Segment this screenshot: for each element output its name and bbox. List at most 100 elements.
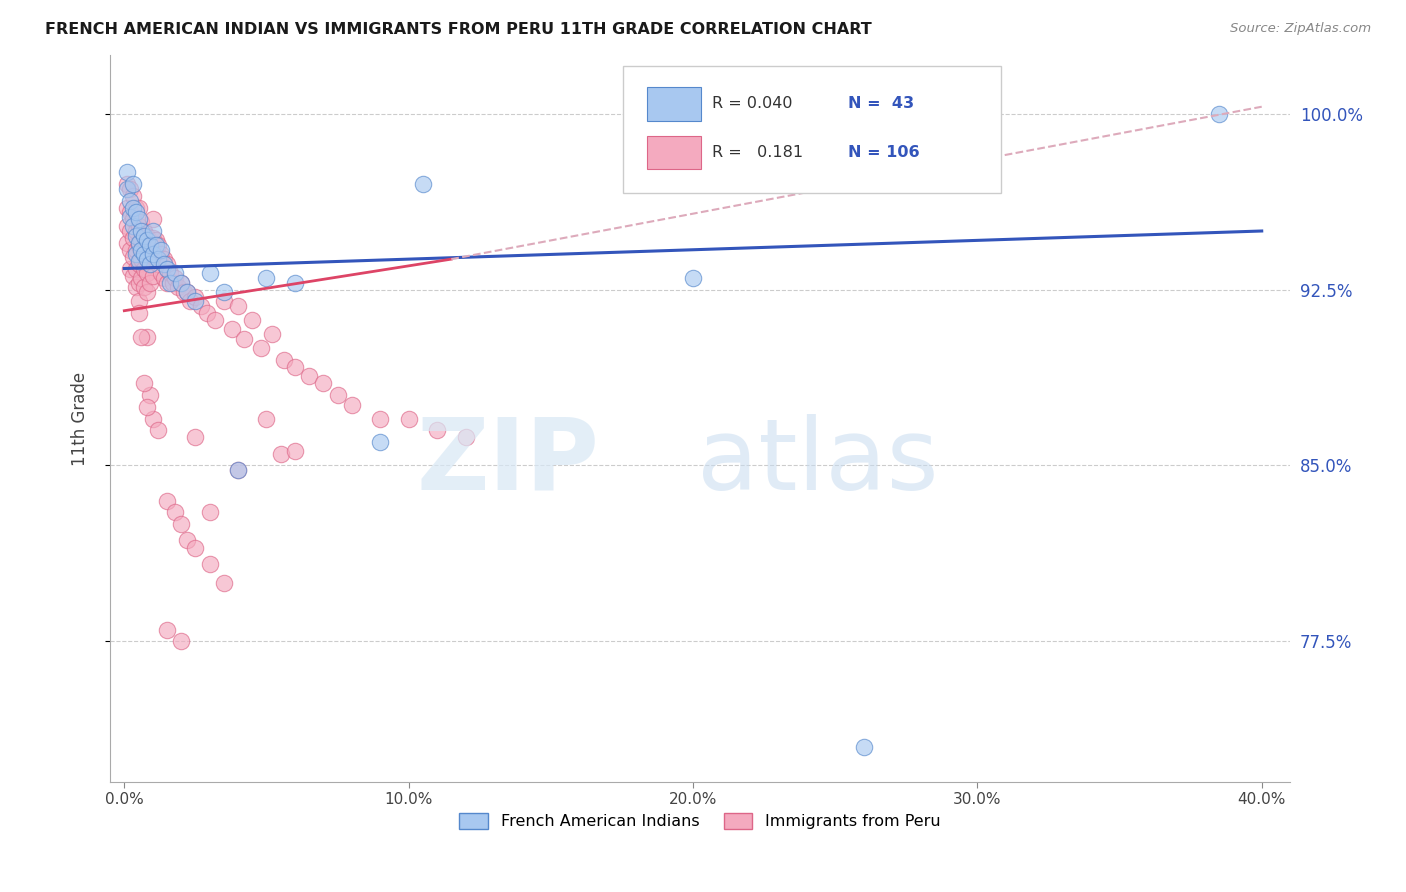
Point — [142, 268, 165, 283]
Point — [131, 252, 153, 267]
Point — [139, 276, 162, 290]
Point — [134, 247, 156, 261]
Point — [136, 329, 159, 343]
Point — [124, 205, 146, 219]
Point — [150, 266, 173, 280]
Point — [128, 219, 150, 234]
Text: R = 0.040: R = 0.040 — [711, 96, 793, 112]
Point — [121, 268, 143, 283]
Text: atlas: atlas — [697, 414, 939, 511]
Point — [139, 238, 162, 252]
Point — [118, 182, 141, 196]
Point — [179, 294, 201, 309]
Point — [153, 252, 176, 267]
Point — [142, 212, 165, 227]
Point — [176, 533, 198, 548]
Point — [368, 435, 391, 450]
Point — [121, 219, 143, 234]
Point — [142, 411, 165, 425]
Point — [115, 235, 138, 250]
Point — [153, 257, 176, 271]
Point — [121, 231, 143, 245]
Point — [139, 388, 162, 402]
Point — [298, 369, 321, 384]
Point — [176, 285, 198, 299]
Point — [198, 505, 221, 519]
Point — [128, 254, 150, 268]
Point — [128, 276, 150, 290]
FancyBboxPatch shape — [623, 66, 1001, 194]
Point — [167, 280, 190, 294]
Point — [852, 739, 875, 754]
Point — [142, 247, 165, 261]
Point — [142, 250, 165, 264]
Point — [165, 505, 187, 519]
Point — [256, 271, 278, 285]
Point — [128, 294, 150, 309]
Point — [121, 177, 143, 191]
Point — [198, 266, 221, 280]
Point — [270, 447, 292, 461]
Legend: French American Indians, Immigrants from Peru: French American Indians, Immigrants from… — [453, 806, 948, 836]
Point — [134, 243, 156, 257]
Point — [398, 411, 420, 425]
Point — [150, 247, 173, 261]
Point — [226, 299, 249, 313]
Point — [150, 243, 173, 257]
Point — [226, 463, 249, 477]
Point — [232, 332, 254, 346]
Point — [368, 411, 391, 425]
Point — [124, 228, 146, 243]
Point — [131, 271, 153, 285]
Point — [156, 257, 179, 271]
Point — [139, 238, 162, 252]
Point — [212, 285, 235, 299]
Point — [131, 243, 153, 257]
Text: FRENCH AMERICAN INDIAN VS IMMIGRANTS FROM PERU 11TH GRADE CORRELATION CHART: FRENCH AMERICAN INDIAN VS IMMIGRANTS FRO… — [45, 22, 872, 37]
Text: N = 106: N = 106 — [848, 145, 920, 160]
Point — [204, 313, 226, 327]
Point — [142, 224, 165, 238]
Point — [426, 423, 449, 437]
Point — [156, 261, 179, 276]
Point — [128, 238, 150, 252]
Point — [312, 376, 335, 391]
Point — [124, 224, 146, 238]
Point — [156, 623, 179, 637]
Text: R =   0.181: R = 0.181 — [711, 145, 803, 160]
Point — [136, 285, 159, 299]
Point — [412, 177, 434, 191]
Point — [118, 224, 141, 238]
Point — [131, 214, 153, 228]
Point — [212, 294, 235, 309]
Point — [115, 182, 138, 196]
Point — [165, 266, 187, 280]
Point — [131, 329, 153, 343]
Point — [148, 257, 170, 271]
Point — [190, 299, 212, 313]
Point — [124, 261, 146, 276]
Point — [198, 557, 221, 571]
Point — [145, 233, 167, 247]
Point — [256, 411, 278, 425]
Text: N =  43: N = 43 — [848, 96, 914, 112]
Point — [121, 189, 143, 203]
Point — [124, 201, 146, 215]
Point — [262, 327, 284, 342]
Text: Source: ZipAtlas.com: Source: ZipAtlas.com — [1230, 22, 1371, 36]
Point — [139, 257, 162, 271]
FancyBboxPatch shape — [647, 87, 702, 120]
Point — [115, 165, 138, 179]
Point — [148, 423, 170, 437]
Point — [134, 280, 156, 294]
Point — [170, 634, 193, 648]
Point — [124, 247, 146, 261]
Point — [115, 219, 138, 234]
Point — [173, 285, 195, 299]
Point — [121, 250, 143, 264]
Point — [148, 252, 170, 267]
Point — [284, 359, 307, 374]
Point — [240, 313, 263, 327]
Point — [134, 261, 156, 276]
Point — [124, 280, 146, 294]
